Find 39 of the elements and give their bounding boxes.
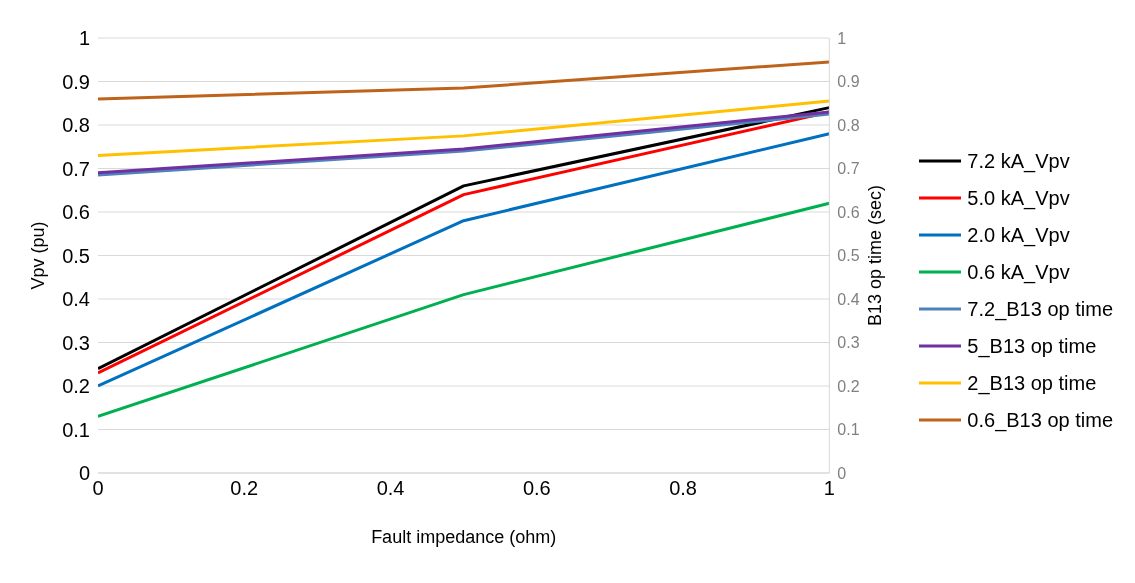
y-tick-label: 0.3 xyxy=(62,331,90,354)
legend-label: 7.2_B13 op time xyxy=(967,297,1113,321)
legend-label: 2.0 kA_Vpv xyxy=(967,223,1070,247)
y2-tick-label: 0.7 xyxy=(837,160,860,178)
y2-tick-label: 0.8 xyxy=(837,116,860,134)
y2-tick-label: 0.1 xyxy=(837,421,860,439)
y2-tick-label: 0.5 xyxy=(837,247,860,265)
x-tick-label: 0.4 xyxy=(376,477,405,500)
y2-tick-label: 0.4 xyxy=(837,290,860,308)
y-tick-label: 0.9 xyxy=(62,70,90,93)
x-tick-label: 0.6 xyxy=(522,477,551,500)
y-tick-label: 0.1 xyxy=(62,418,90,441)
y-tick-label: 0.6 xyxy=(62,201,90,224)
x-tick-label: 1 xyxy=(823,477,835,500)
legend-label: 0.6 kA_Vpv xyxy=(967,260,1070,284)
y-axis-title: Vpv (pu) xyxy=(28,221,49,290)
y-tick-label: 0 xyxy=(78,462,90,485)
legend-label: 7.2 kA_Vpv xyxy=(967,149,1070,173)
y2-tick-label: 0.6 xyxy=(837,203,860,221)
legend-label: 2_B13 op time xyxy=(967,371,1097,395)
x-tick-label: 0 xyxy=(92,477,104,500)
y2-axis-title: B13 op time (sec) xyxy=(864,184,885,327)
y-tick-label: 0.4 xyxy=(62,288,90,311)
y-tick-label: 0.2 xyxy=(62,375,90,398)
y2-tick-label: 0 xyxy=(837,464,847,482)
y2-tick-label: 0.2 xyxy=(837,377,860,395)
y-tick-label: 0.5 xyxy=(62,244,90,267)
x-axis-title: Fault impedance (ohm) xyxy=(371,527,557,547)
legend-label: 0.6_B13 op time xyxy=(967,408,1113,432)
y2-tick-label: 0.9 xyxy=(837,73,860,91)
legend-label: 5.0 kA_Vpv xyxy=(967,186,1070,210)
y2-tick-label: 1 xyxy=(837,29,847,47)
y-tick-label: 1 xyxy=(78,27,90,50)
y-tick-label: 0.8 xyxy=(62,114,90,137)
legend-label: 5_B13 op time xyxy=(967,334,1097,358)
y2-tick-label: 0.3 xyxy=(837,334,860,352)
y-tick-label: 0.7 xyxy=(62,157,90,180)
x-tick-label: 0.8 xyxy=(669,477,697,500)
x-tick-label: 0.2 xyxy=(230,477,259,500)
